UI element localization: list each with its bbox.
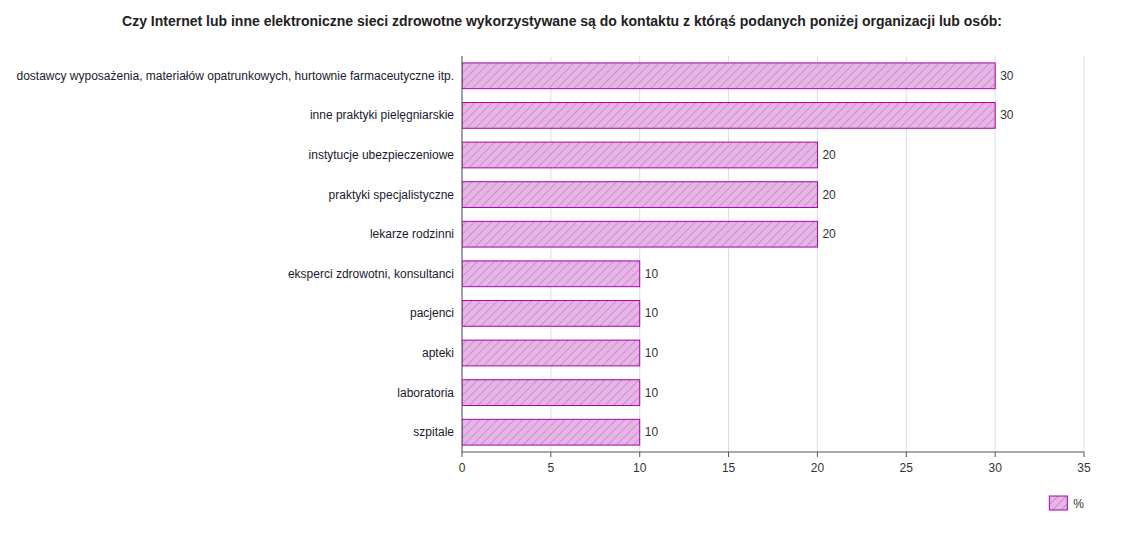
- bar: [462, 63, 995, 89]
- bar: [462, 261, 640, 287]
- category-label: lekarze rodzinni: [370, 227, 454, 241]
- tick-label: 15: [722, 461, 736, 475]
- data-label: 20: [822, 188, 836, 202]
- tick-label: 10: [633, 461, 647, 475]
- data-labels: 30 30 20 20 20 10 10 10 10 10: [645, 69, 1014, 439]
- data-label: 30: [1000, 69, 1014, 83]
- bar: [462, 340, 640, 366]
- tick-mark: [906, 452, 907, 457]
- tick-label: 25: [900, 461, 914, 475]
- bar: [462, 301, 640, 327]
- tick-label: 35: [1077, 461, 1091, 475]
- category-label: apteki: [422, 346, 454, 360]
- category-label: instytucje ubezpieczeniowe: [309, 148, 455, 162]
- data-label: 20: [822, 148, 836, 162]
- chart: Czy Internet lub inne elektroniczne siec…: [0, 0, 1124, 542]
- category-label: dostawcy wyposażenia, materiałów opatrun…: [16, 69, 454, 83]
- tick-mark: [1084, 452, 1085, 457]
- category-label: szpitale: [413, 425, 454, 439]
- category-label: laboratoria: [397, 386, 454, 400]
- data-label: 10: [645, 425, 659, 439]
- legend-swatch: [1049, 496, 1067, 510]
- bars: [462, 63, 995, 445]
- category-label: pacjenci: [410, 306, 454, 320]
- tick-mark: [728, 452, 729, 457]
- bar: [462, 380, 640, 406]
- tick-label: 0: [459, 461, 466, 475]
- grid: [462, 56, 1084, 452]
- category-label: praktyki specjalistyczne: [329, 188, 455, 202]
- data-label: 20: [822, 227, 836, 241]
- bar: [462, 419, 640, 445]
- tick-label: 30: [988, 461, 1002, 475]
- tick-label: 20: [811, 461, 825, 475]
- category-label: eksperci zdrowotni, konsultanci: [288, 267, 454, 281]
- legend: %: [1049, 496, 1084, 511]
- tick-mark: [995, 452, 996, 457]
- tick-mark: [550, 452, 551, 457]
- tick-mark: [817, 452, 818, 457]
- x-axis-line: [462, 452, 1084, 453]
- data-label: 10: [645, 267, 659, 281]
- bar: [462, 182, 817, 208]
- y-axis-line: [462, 56, 463, 452]
- legend-label: %: [1073, 497, 1084, 511]
- tick-mark: [462, 452, 463, 457]
- grid-line: [462, 56, 463, 452]
- y-axis-labels: dostawcy wyposażenia, materiałów opatrun…: [16, 69, 454, 439]
- bar: [462, 142, 817, 168]
- bar: [462, 103, 995, 129]
- data-label: 30: [1000, 108, 1014, 122]
- title: Czy Internet lub inne elektroniczne siec…: [122, 13, 1002, 29]
- category-label: inne praktyki pielęgniarskie: [310, 108, 454, 122]
- data-label: 10: [645, 386, 659, 400]
- x-axis-ticks: 0 5 10 15 20 25 30 35: [459, 452, 1091, 475]
- grid-line: [1084, 56, 1085, 452]
- tick-mark: [639, 452, 640, 457]
- data-label: 10: [645, 306, 659, 320]
- tick-label: 5: [548, 461, 555, 475]
- data-label: 10: [645, 346, 659, 360]
- bar: [462, 221, 817, 247]
